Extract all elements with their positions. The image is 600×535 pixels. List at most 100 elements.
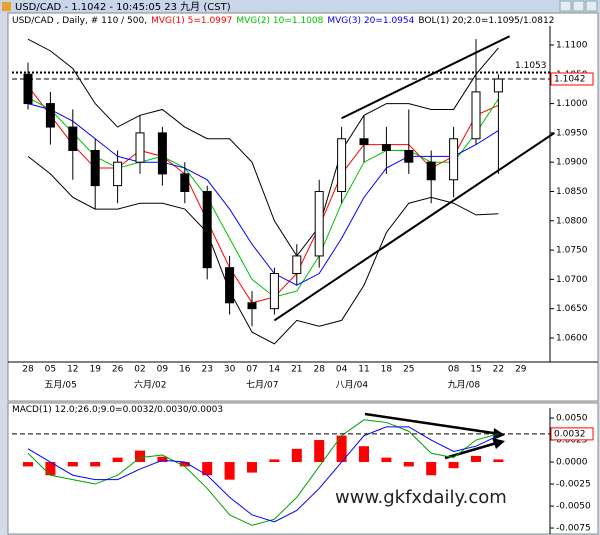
x-tick-label: 05 (45, 365, 56, 375)
histogram-bar (45, 462, 56, 476)
candle-body (269, 273, 279, 310)
x-sublabel: 七月/07 (246, 380, 279, 391)
legend-entry: MVG(2) 10=1.1008 (236, 16, 323, 26)
candle-body (314, 190, 324, 257)
watermark: www.gkfxdaily.com (335, 487, 507, 508)
y-tick-label: 1.0800 (556, 216, 588, 226)
y-tick-label: 1.0900 (556, 158, 588, 168)
x-tick-label: 23 (201, 365, 212, 375)
x-tick-label: 21 (291, 365, 302, 375)
macd-panel (7, 402, 599, 535)
histogram-bar (426, 462, 437, 476)
histogram-bar (247, 462, 257, 473)
candle-body (493, 78, 503, 93)
candle-body (247, 302, 257, 310)
candle-body (449, 138, 459, 181)
histogram-bar (336, 435, 347, 463)
last-value-label: 0.0032 (554, 429, 586, 439)
last-value-box (550, 72, 594, 86)
x-sublabel: 九月/08 (448, 380, 481, 391)
x-sublabel: 六月/02 (134, 379, 167, 391)
histogram-bar (67, 462, 78, 467)
last-value-box (550, 427, 594, 441)
candle-body (113, 161, 123, 187)
histogram-bar (179, 462, 190, 467)
x-tick-label: 02 (134, 365, 145, 375)
candle-body (359, 138, 369, 146)
histogram-bar (403, 462, 414, 467)
x-tick-label: 30 (224, 365, 236, 375)
chart-title: USD/CAD , Daily, # 110 / 500, (12, 16, 147, 26)
chart-header: MACD(1) 12.0;26.0;9.0=0.0032/0.0030/0.00… (12, 405, 223, 415)
legend-entry: MVG(3) 20=1.0954 (327, 16, 414, 26)
series-line (27, 38, 499, 257)
x-tick-label: 16 (179, 365, 191, 375)
window-buttons[interactable] (559, 0, 598, 12)
x-tick-label: 12 (67, 365, 78, 375)
close-button[interactable] (585, 0, 598, 12)
window-title: USD/CAD - 1.1042 - 10:45:05 23 九月 (CST) (15, 1, 231, 13)
y-tick-label: 1.0700 (556, 275, 588, 285)
x-tick-label: 22 (493, 365, 504, 375)
y-tick-label: 1.0650 (556, 304, 588, 314)
last-value-label: 1.1042 (554, 74, 586, 84)
candle-body (135, 132, 145, 163)
chart-title: MACD(1) 12.0;26.0;9.0=0.0032/0.0030/0.00… (12, 405, 223, 415)
maximize-button[interactable] (572, 0, 585, 12)
histogram-bar (269, 459, 280, 463)
x-tick-label: 19 (89, 365, 101, 375)
x-tick-label: 07 (246, 365, 257, 375)
y-tick-label: 0.0050 (556, 414, 588, 424)
histogram-bar (112, 457, 123, 463)
y-tick-label: 0.0000 (556, 458, 588, 468)
x-tick-label: 29 (515, 365, 527, 375)
y-tick-label: 1.0600 (556, 333, 588, 343)
histogram-bar (157, 456, 168, 463)
candle-body (157, 132, 167, 175)
y-tick-label: 1.1000 (556, 99, 588, 109)
histogram-bar (471, 455, 481, 463)
x-sublabel: 八月/04 (336, 380, 369, 391)
histogram-bar (493, 459, 504, 463)
x-tick-label: 18 (381, 365, 393, 375)
x-tick-label: 15 (470, 365, 481, 375)
minimize-button[interactable] (559, 0, 572, 12)
candle-body (404, 149, 414, 163)
y-tick-label: 0.0025 (556, 436, 588, 446)
y-tick-label: -0.0075 (556, 524, 591, 534)
legend-entry: MVG(1) 5=1.0997 (151, 16, 232, 26)
y-tick-label: -0.0050 (556, 502, 591, 512)
candle-body (471, 91, 481, 140)
window-icon (2, 2, 11, 11)
price-panel (7, 12, 599, 402)
series-line (27, 103, 499, 286)
histogram-bar (23, 462, 33, 467)
y-tick-label: -0.0025 (556, 480, 591, 490)
x-tick-label: 04 (336, 365, 348, 375)
x-sublabel: 五月/05 (44, 380, 77, 391)
histogram-bar (381, 457, 392, 463)
candle-body (381, 144, 391, 151)
x-tick-label: 25 (403, 365, 414, 375)
histogram-bar (202, 462, 213, 476)
y-tick-label: 1.1100 (556, 41, 588, 51)
histogram-bar (448, 462, 459, 469)
candle-body (68, 126, 78, 151)
x-tick-label: 09 (157, 365, 169, 375)
x-tick-label: 11 (358, 365, 369, 375)
candle-body (426, 161, 436, 181)
trend-line (341, 35, 511, 120)
x-tick-label: 14 (269, 365, 281, 375)
histogram-bar (90, 462, 101, 467)
histogram-bar (359, 446, 369, 463)
divergence-arrows (364, 412, 505, 460)
x-tick-label: 08 (448, 365, 460, 375)
candle-body (90, 149, 100, 187)
candle-body (45, 103, 55, 128)
histogram-bar (291, 448, 302, 463)
histogram-bar (224, 462, 235, 480)
trend-line (273, 132, 555, 322)
chart-header: USD/CAD , Daily, # 110 / 500, MVG(1) 5=1.… (12, 16, 554, 26)
candle-body (225, 267, 235, 304)
